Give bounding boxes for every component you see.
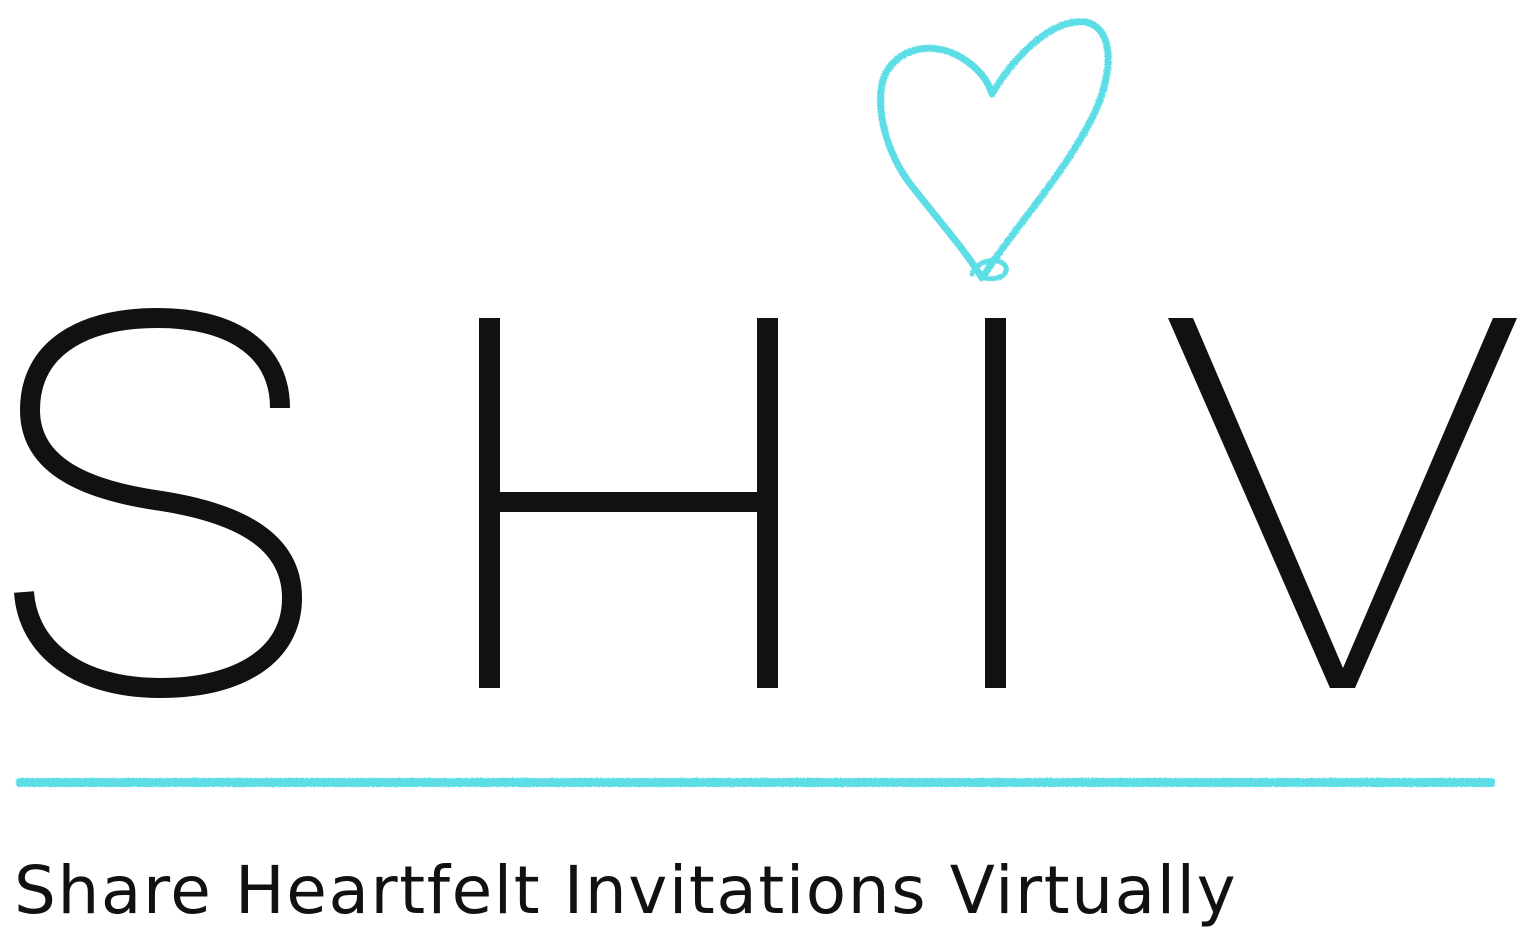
wordmark-letter-h xyxy=(479,318,778,688)
tagline: Share Heartfelt Invitations Virtually xyxy=(14,852,1238,929)
wordmark-letter-s xyxy=(14,307,303,699)
wordmark-letter-v xyxy=(1168,318,1517,688)
divider-line xyxy=(16,778,1495,787)
heart-icon xyxy=(877,18,1112,282)
wordmark xyxy=(14,307,1517,699)
wordmark-letter-i xyxy=(985,318,1006,688)
